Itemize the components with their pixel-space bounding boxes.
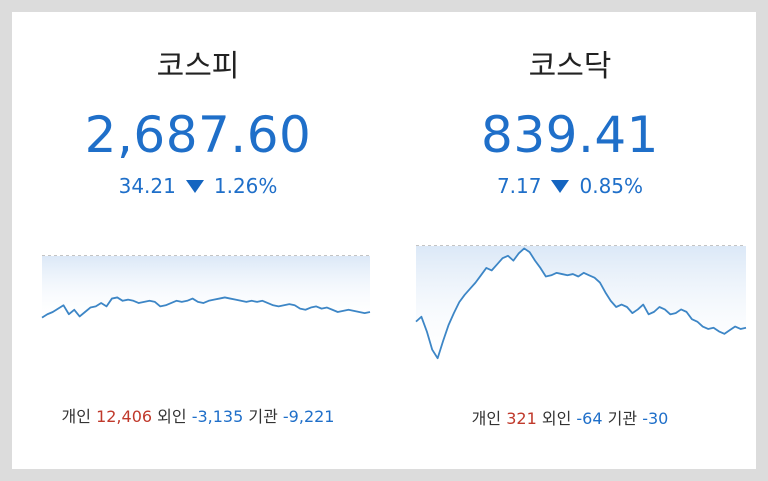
index-price: 2,687.60: [84, 106, 312, 164]
price-line: [415, 247, 747, 360]
investor-value: -64: [576, 409, 603, 428]
area-fill: [42, 256, 370, 318]
index-name: 코스피: [156, 49, 240, 84]
investor-label: 개인: [471, 409, 502, 428]
kospi-panel[interactable]: 코스피 2,687.60 34.21 1.26% 개인 12,406 외인 -3…: [12, 12, 384, 469]
investor-label: 개인: [61, 407, 91, 426]
intraday-chart: [41, 255, 371, 319]
investor-trading: 개인 321 외인 -64 기관 -30: [384, 411, 756, 427]
change-percent: 1.26%: [213, 174, 278, 198]
investor-label: 외인: [157, 407, 187, 426]
investor-label: 기관: [248, 407, 278, 426]
market-summary-card: 코스피 2,687.60 34.21 1.26% 개인 12,406 외인 -3…: [12, 12, 756, 469]
index-name: 코스닥: [528, 49, 612, 84]
change-percent: 0.85%: [579, 174, 644, 198]
investor-trading: 개인 12,406 외인 -3,135 기관 -9,221: [12, 409, 384, 425]
kosdaq-panel[interactable]: 코스닥 839.41 7.17 0.85% 개인 321 외인 -64 기관 -…: [384, 12, 756, 469]
index-change: 7.17 0.85%: [384, 176, 756, 196]
investor-value: -3,135: [191, 407, 244, 426]
price-line: [41, 296, 371, 319]
down-triangle-icon: [185, 179, 204, 193]
investor-label: 외인: [541, 409, 572, 428]
change-value: 34.21: [118, 174, 176, 198]
area-fill: [416, 246, 746, 359]
investor-value: 12,406: [96, 407, 153, 426]
investor-value: 321: [506, 409, 537, 428]
change-value: 7.17: [496, 174, 542, 198]
index-price: 839.41: [481, 106, 659, 164]
down-triangle-icon: [551, 179, 570, 193]
investor-label: 기관: [607, 409, 638, 428]
index-change: 34.21 1.26%: [12, 176, 384, 196]
intraday-chart: [415, 245, 747, 360]
investor-value: -30: [642, 409, 669, 428]
investor-value: -9,221: [282, 407, 335, 426]
